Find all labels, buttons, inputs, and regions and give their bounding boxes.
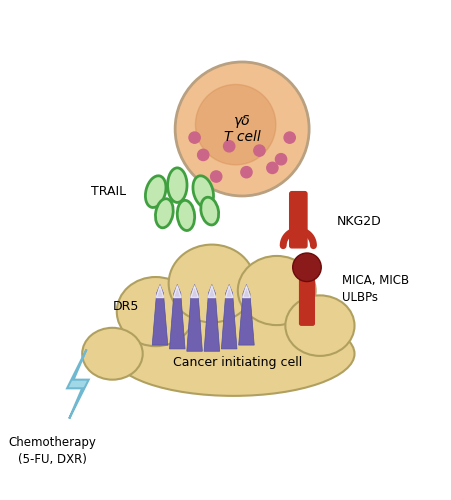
FancyBboxPatch shape xyxy=(299,270,314,325)
Text: MICA, MICB
ULBPs: MICA, MICB ULBPs xyxy=(341,274,409,304)
Circle shape xyxy=(276,154,287,165)
Ellipse shape xyxy=(82,328,143,380)
Circle shape xyxy=(241,166,252,178)
Circle shape xyxy=(224,140,235,152)
Circle shape xyxy=(189,132,200,143)
Circle shape xyxy=(267,162,278,173)
Circle shape xyxy=(181,70,295,184)
Polygon shape xyxy=(226,286,233,298)
Circle shape xyxy=(192,86,266,160)
Ellipse shape xyxy=(168,168,187,202)
Polygon shape xyxy=(243,286,250,298)
Circle shape xyxy=(198,150,209,160)
Circle shape xyxy=(175,62,309,196)
Polygon shape xyxy=(221,284,237,349)
Text: NKG2D: NKG2D xyxy=(337,216,382,228)
Circle shape xyxy=(284,132,295,143)
Polygon shape xyxy=(208,286,216,298)
Polygon shape xyxy=(191,286,198,298)
Text: DR5: DR5 xyxy=(112,300,139,312)
Ellipse shape xyxy=(201,197,219,225)
Ellipse shape xyxy=(285,296,354,356)
Text: γδ
T cell: γδ T cell xyxy=(224,114,261,144)
Polygon shape xyxy=(204,284,220,352)
Ellipse shape xyxy=(112,312,354,396)
Polygon shape xyxy=(152,284,168,345)
Ellipse shape xyxy=(117,277,194,346)
Circle shape xyxy=(175,62,309,196)
Circle shape xyxy=(198,94,252,147)
FancyBboxPatch shape xyxy=(290,192,307,248)
Polygon shape xyxy=(239,284,254,345)
Ellipse shape xyxy=(177,200,195,230)
Polygon shape xyxy=(156,286,164,298)
Polygon shape xyxy=(67,350,89,418)
Ellipse shape xyxy=(238,256,316,325)
Circle shape xyxy=(293,253,321,282)
Text: TRAIL: TRAIL xyxy=(91,185,126,198)
Ellipse shape xyxy=(169,244,255,322)
Ellipse shape xyxy=(156,198,173,228)
Circle shape xyxy=(195,84,276,165)
Ellipse shape xyxy=(145,176,166,208)
Text: Cancer initiating cell: Cancer initiating cell xyxy=(173,356,303,369)
Circle shape xyxy=(254,145,265,156)
Text: Chemotherapy
(5-FU, DXR): Chemotherapy (5-FU, DXR) xyxy=(8,436,96,466)
Circle shape xyxy=(187,78,281,172)
Ellipse shape xyxy=(193,176,213,208)
Polygon shape xyxy=(173,286,181,298)
Polygon shape xyxy=(187,284,202,352)
Polygon shape xyxy=(170,284,185,349)
Circle shape xyxy=(211,171,222,182)
